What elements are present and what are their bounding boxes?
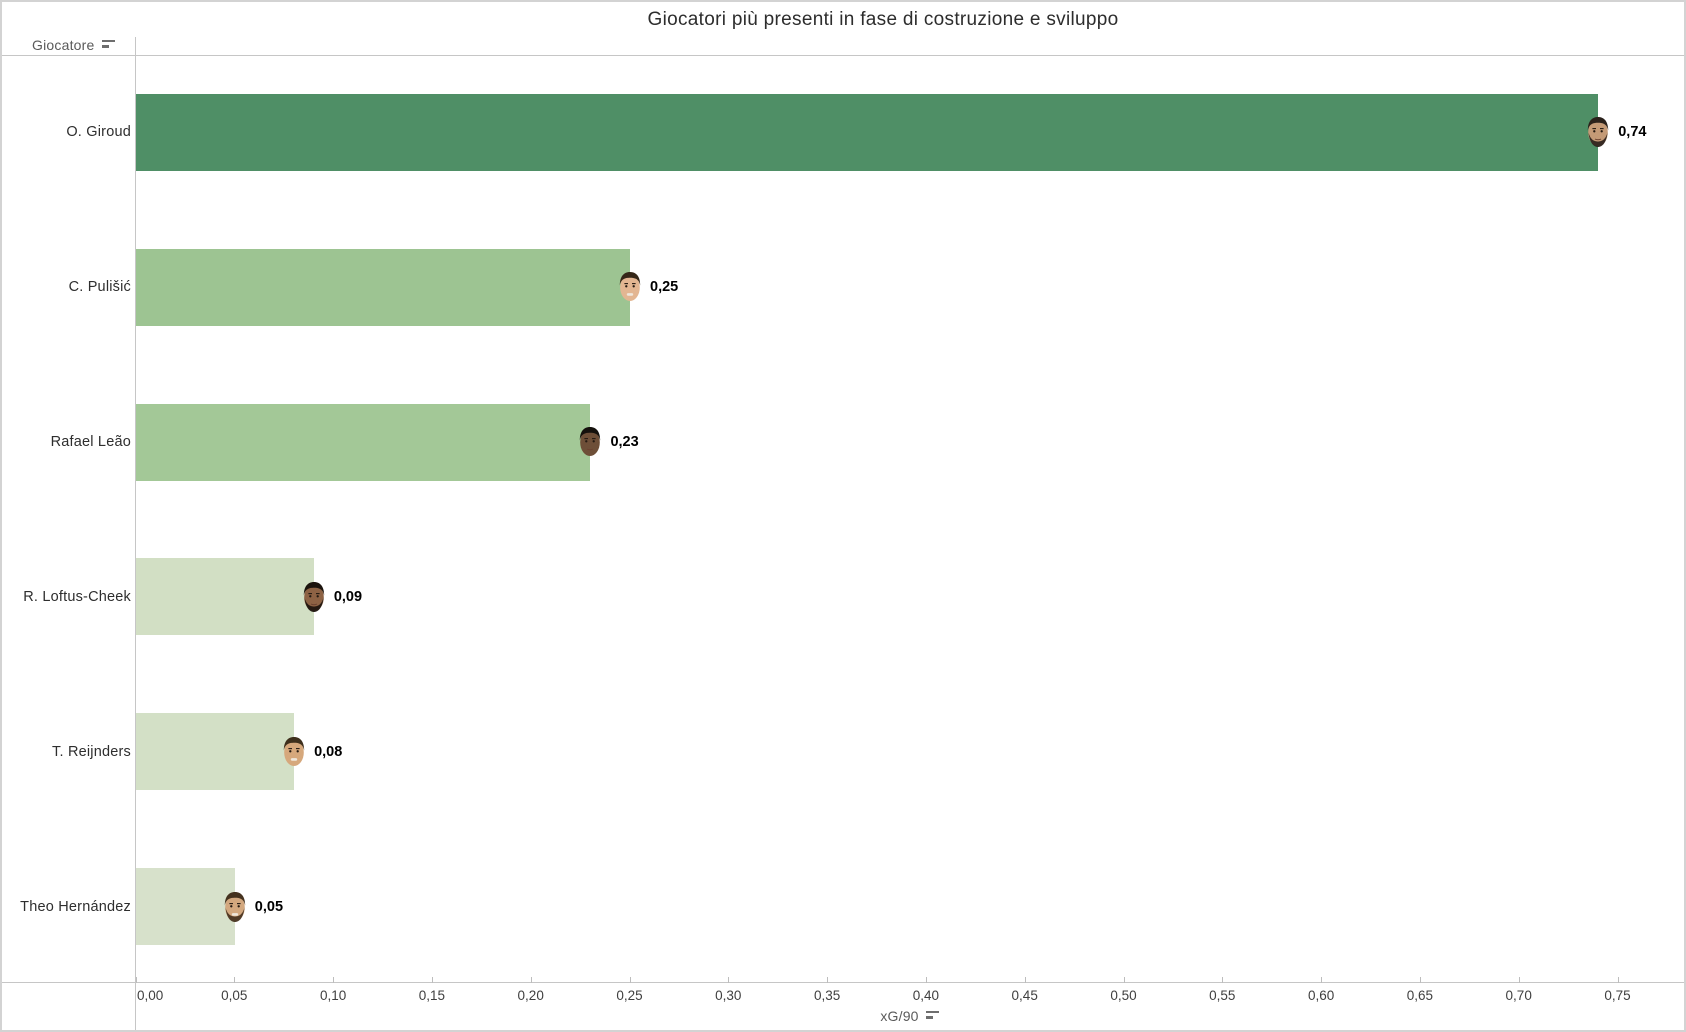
tick-mark (431, 977, 433, 983)
tick-mark (629, 977, 631, 983)
x-axis-line (2, 982, 1684, 983)
value-label: 0,08 (314, 743, 343, 760)
tick-mark (1321, 977, 1323, 983)
player-photo (221, 888, 249, 925)
y-axis-header: Giocatore (32, 37, 115, 53)
value-label: 0,05 (254, 898, 284, 915)
y-axis-title: Giocatore (32, 37, 95, 53)
value-label: 0,25 (650, 279, 679, 296)
bar-row: Rafael Leão 0,23 (2, 365, 1684, 520)
tick-label: 0,20 (517, 988, 544, 1003)
player-photo (300, 578, 328, 615)
player-label: Theo Hernández (20, 898, 131, 915)
player-photo (576, 424, 604, 461)
value-label: 0,74 (1618, 124, 1647, 141)
player-photo (616, 269, 644, 306)
player-photo (1584, 114, 1612, 151)
tick-label: 0,00 (137, 988, 164, 1003)
tick-mark (728, 977, 730, 983)
bar[interactable] (136, 558, 314, 636)
player-photo (280, 733, 308, 770)
bar[interactable] (136, 713, 295, 791)
tick-label: 0,15 (418, 988, 446, 1003)
tick-mark (1617, 977, 1619, 983)
value-label: 0,09 (333, 588, 363, 605)
player-label: R. Loftus-Cheek (23, 588, 131, 605)
tick-mark (333, 977, 335, 983)
value-label: 0,23 (610, 434, 639, 451)
tick-mark (1222, 977, 1224, 983)
tick-label: 0,30 (715, 988, 742, 1003)
tick-label: 0,70 (1505, 988, 1532, 1003)
x-axis-title: xG/90 (880, 1008, 919, 1024)
plot-area: O. Giroud 0,74 C. Pulišić 0,25 Rafael Leão… (2, 55, 1684, 984)
tick-label: 0,05 (221, 988, 248, 1003)
tick-mark (1123, 977, 1125, 983)
bar-row: C. Pulišić 0,25 (2, 210, 1684, 365)
tick-mark (827, 977, 829, 983)
tick-mark (925, 977, 927, 983)
tick-mark (135, 977, 137, 983)
tick-label: 0,35 (813, 988, 841, 1003)
sort-filter-icon[interactable] (101, 40, 115, 50)
player-label: T. Reijnders (52, 743, 131, 760)
bar-row: Theo Hernández 0,05 (2, 829, 1684, 984)
tick-label: 0,50 (1110, 988, 1137, 1003)
tick-mark (1419, 977, 1421, 983)
tick-label: 0,75 (1604, 988, 1631, 1003)
bar[interactable] (136, 93, 1599, 171)
player-label: Rafael Leão (50, 434, 131, 451)
tick-label: 0,60 (1307, 988, 1335, 1003)
header-divider (2, 55, 1684, 56)
tick-label: 0,65 (1406, 988, 1434, 1003)
bar[interactable] (136, 248, 630, 326)
tick-mark (1518, 977, 1520, 983)
tick-mark (234, 977, 236, 983)
tick-label: 0,45 (1011, 988, 1038, 1003)
chart-title: Giocatori più presenti in fase di costru… (647, 9, 1119, 30)
bar-row: O. Giroud 0,74 (2, 55, 1684, 210)
bar-row: R. Loftus-Cheek 0,09 (2, 519, 1684, 674)
tick-mark (530, 977, 532, 983)
bar-row: T. Reijnders 0,08 (2, 674, 1684, 829)
y-axis-line (135, 37, 136, 1030)
sort-filter-icon[interactable] (925, 1011, 939, 1021)
bar[interactable] (136, 868, 235, 946)
tick-label: 0,10 (319, 988, 347, 1003)
tick-label: 0,55 (1209, 988, 1236, 1003)
player-label: O. Giroud (66, 124, 131, 141)
tick-mark (1024, 977, 1026, 983)
bar[interactable] (136, 403, 591, 481)
x-axis-header: xG/90 (135, 1008, 1684, 1024)
tick-label: 0,40 (912, 988, 940, 1003)
tick-label: 0,25 (616, 988, 643, 1003)
player-label: C. Pulišić (68, 279, 131, 296)
